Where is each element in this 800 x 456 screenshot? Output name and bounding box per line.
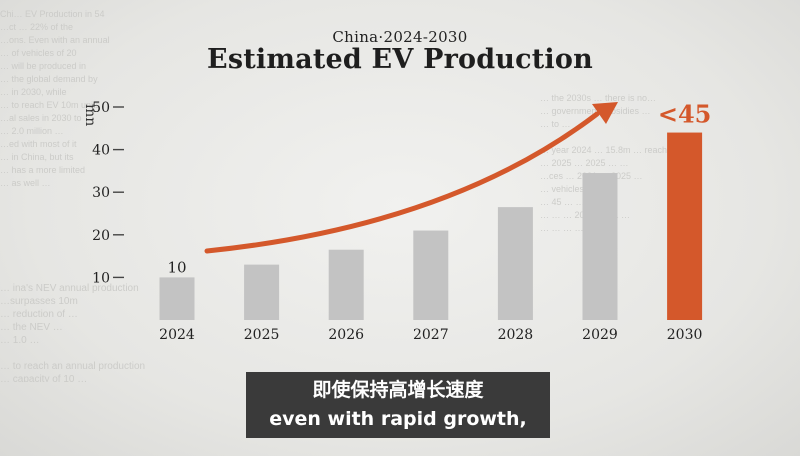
x-tick-label: 2029	[582, 327, 618, 343]
y-tick-label: 10	[92, 270, 110, 286]
x-tick-label: 2026	[328, 327, 364, 343]
trend-arrow-head	[592, 102, 618, 124]
caption-chinese: 即使保持高增长速度	[312, 379, 484, 401]
bar-2028	[497, 207, 533, 320]
bar-2029	[582, 173, 618, 320]
y-tick-label: 50	[92, 100, 110, 116]
chart-title: Estimated EV Production	[207, 44, 593, 75]
bar-2024	[159, 277, 195, 320]
x-tick-label: 2024	[159, 327, 195, 343]
y-tick-label: 40	[92, 143, 110, 159]
background-article-text-left: Chi… EV Production in 54 …ct … 22% of th…	[0, 9, 110, 188]
subtitle-caption: 即使保持高增长速度 even with rapid growth,	[246, 372, 550, 438]
x-tick-label: 2027	[413, 327, 449, 343]
data-label: <45	[658, 100, 712, 129]
trend-arrow	[204, 111, 600, 254]
y-tick-label: 20	[92, 228, 110, 244]
background-article-text-bottom: … ina's NEV annual production …surpasses…	[0, 283, 146, 382]
x-tick-label: 2025	[244, 327, 280, 343]
bar-2030	[667, 132, 703, 320]
chart-subtitle: China·2024-2030	[332, 28, 468, 46]
bar-2025	[244, 264, 280, 320]
bar-2026	[328, 249, 364, 320]
data-label: 10	[167, 258, 186, 276]
y-tick-label: 30	[92, 185, 110, 201]
x-tick-label: 2028	[498, 327, 534, 343]
caption-english: even with rapid growth,	[269, 408, 527, 430]
x-tick-label: 2030	[667, 327, 703, 343]
bar-2027	[413, 230, 449, 320]
